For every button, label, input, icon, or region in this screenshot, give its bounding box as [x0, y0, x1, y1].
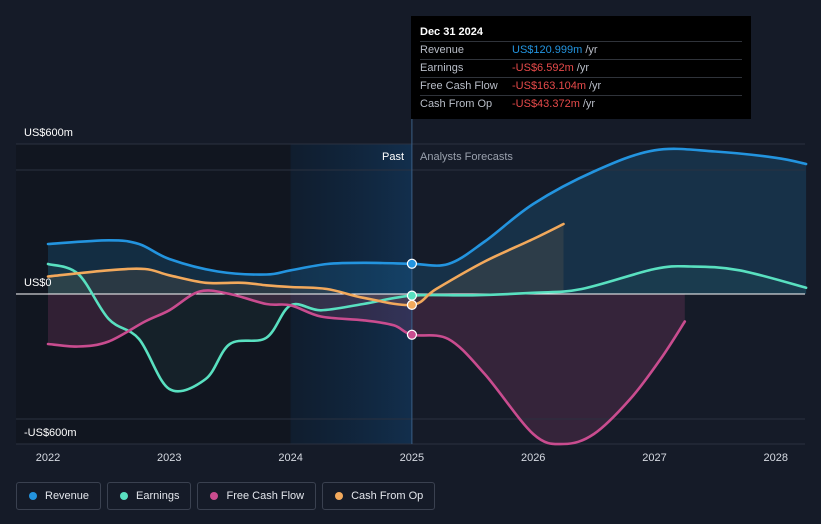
tooltip-row-unit: /yr [576, 62, 589, 74]
x-tick-label: 2025 [400, 452, 424, 464]
legend-label: Earnings [136, 490, 180, 502]
tooltip-row-label: Earnings [420, 62, 464, 74]
legend-label: Free Cash Flow [226, 490, 305, 502]
free-cash-flow-marker [406, 329, 417, 340]
x-tick-label: 2022 [36, 452, 60, 464]
tooltip-row-label: Free Cash Flow [420, 80, 498, 92]
data-tooltip: Dec 31 2024 Revenue US$120.999m /yr Earn… [411, 16, 751, 119]
earnings-marker [406, 290, 417, 301]
tooltip-row-cash-from-op: Cash From Op -US$43.372m /yr [420, 96, 742, 113]
tooltip-row-unit: /yr [585, 44, 598, 56]
tooltip-row-free-cash-flow: Free Cash Flow -US$163.104m /yr [420, 78, 742, 96]
tooltip-row-label: Cash From Op [420, 98, 493, 110]
legend-label: Revenue [45, 490, 90, 502]
legend-item-revenue[interactable]: Revenue [16, 482, 102, 510]
y-axis-top-label: US$600m [24, 127, 73, 139]
legend-item-free-cash-flow[interactable]: Free Cash Flow [197, 482, 317, 510]
cash-from-op-line [46, 222, 565, 307]
forecast-label: Analysts Forecasts [420, 151, 513, 163]
x-tick-label: 2024 [278, 452, 302, 464]
revenue-line [46, 147, 808, 276]
tooltip-row-value: -US$6.592m [512, 62, 574, 74]
tooltip-row-revenue: Revenue US$120.999m /yr [420, 42, 742, 60]
legend-item-earnings[interactable]: Earnings [107, 482, 192, 510]
legend-dot-icon [29, 492, 37, 500]
tooltip-row-unit: /yr [589, 80, 602, 92]
tooltip-row-unit: /yr [582, 98, 596, 110]
y-axis-bottom-label: -US$600m [24, 427, 77, 439]
tooltip-row-value: -US$163.104m [512, 80, 586, 92]
cash-from-op-marker [406, 299, 417, 310]
revenue-marker [406, 258, 417, 269]
revenue-area [48, 148, 807, 294]
free-cash-flow-area [48, 290, 685, 445]
tooltip-row-label: Revenue [420, 44, 465, 56]
x-tick-label: 2028 [764, 452, 788, 464]
x-tick-label: 2027 [642, 452, 666, 464]
legend-item-cash-from-op[interactable]: Cash From Op [322, 482, 436, 510]
tooltip-row-earnings: Earnings -US$6.592m /yr [420, 60, 742, 78]
tooltip-row-value: -US$43.372m [512, 98, 580, 110]
legend-dot-icon [335, 492, 344, 500]
cash-from-op-area [48, 224, 564, 306]
tooltip-row-value: US$120.999m [512, 44, 583, 56]
legend-dot-icon [120, 492, 129, 500]
x-tick-label: 2026 [521, 452, 545, 464]
past-label: Past [382, 151, 404, 163]
tooltip-date: Dec 31 2024 [420, 24, 742, 42]
free-cash-flow-line [46, 289, 687, 446]
earnings-line [46, 262, 808, 393]
y-axis-zero-label: US$0 [24, 277, 52, 289]
legend-dot-icon [210, 492, 219, 500]
x-tick-label: 2023 [157, 452, 181, 464]
chart-legend: Revenue Earnings Free Cash Flow Cash Fro… [16, 482, 436, 512]
legend-label: Cash From Op [351, 490, 424, 502]
